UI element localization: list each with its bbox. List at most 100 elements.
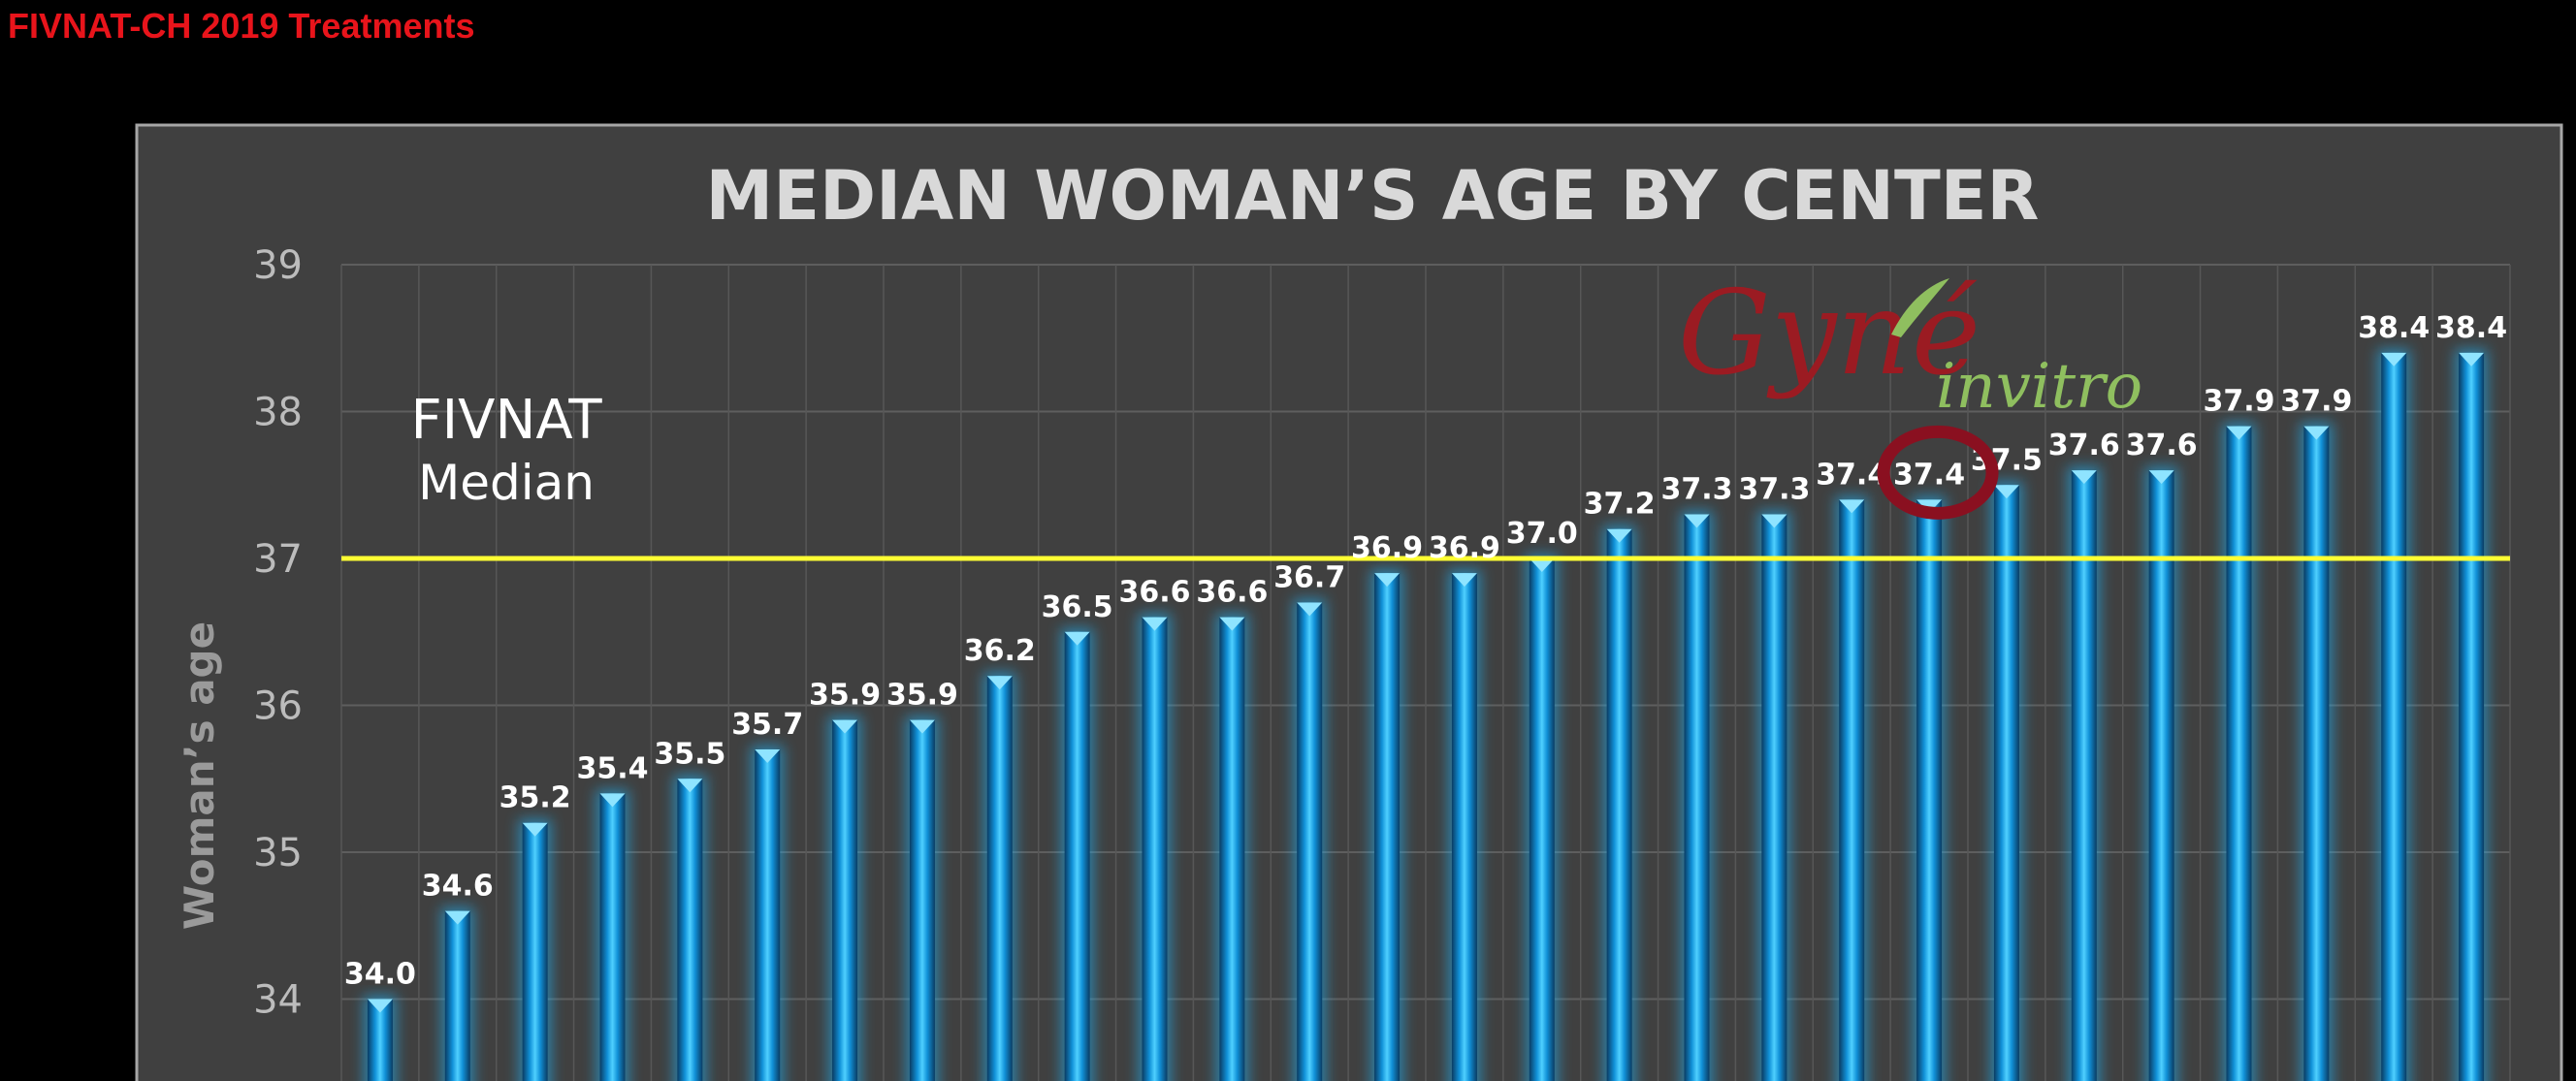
data-label: 34.0: [344, 958, 416, 992]
data-label: 38.4: [2358, 311, 2430, 345]
bar-cap: [1219, 617, 1245, 631]
bar-cap: [677, 779, 703, 793]
data-label: 36.7: [1273, 560, 1345, 594]
bar: [1993, 485, 2019, 1081]
data-label: 35.9: [809, 679, 881, 713]
bar: [1297, 602, 1323, 1081]
bar-cap: [444, 910, 470, 925]
bar-cap: [1064, 631, 1090, 646]
data-labels: 34.034.635.235.4 35.535.735.9 35.936.236.5…: [344, 311, 2507, 992]
bar: [2381, 352, 2407, 1081]
data-label: 36.6: [1196, 576, 1268, 610]
bar-cap: [2459, 352, 2485, 366]
bars: [363, 348, 2489, 1081]
bar-cap: [1374, 573, 1401, 588]
data-label: 36.9: [1351, 531, 1423, 565]
bar: [909, 719, 935, 1081]
bar-cap: [986, 676, 1013, 690]
bar-cap: [1142, 617, 1168, 631]
data-label: 37.9: [2203, 385, 2274, 419]
bar-cap: [909, 719, 935, 734]
bar-cap: [2381, 352, 2407, 366]
y-axis-label: Woman’s age: [176, 621, 223, 930]
bar: [755, 748, 781, 1081]
bar: [599, 793, 626, 1081]
data-label: 37.9: [2280, 385, 2352, 419]
chart-panel: [135, 123, 2563, 1081]
bar: [1219, 617, 1245, 1081]
data-label: 36.9: [1429, 531, 1500, 565]
bar: [1064, 631, 1090, 1081]
bar-cap: [2148, 470, 2174, 485]
data-label: 37.0: [1506, 517, 1578, 551]
bar: [2303, 426, 2330, 1081]
data-label: 38.4: [2435, 311, 2507, 345]
y-tick-label: 39: [253, 243, 303, 288]
logo-invitro: invitro: [1936, 351, 2142, 423]
data-label: 37.4: [1816, 458, 1887, 492]
data-label: 37.6: [2048, 429, 2120, 462]
bar-cap: [1297, 602, 1323, 617]
y-tick-label: 34: [253, 978, 303, 1023]
bar-cap: [2303, 426, 2330, 440]
bar-cap: [599, 793, 626, 808]
highlight-group: [1877, 278, 1999, 520]
bar: [1374, 573, 1401, 1081]
bar: [1529, 558, 1555, 1081]
bar: [522, 822, 548, 1081]
gyne-invitro-logo: Gyné invitro: [1678, 267, 2142, 423]
bar-cap: [2071, 470, 2097, 485]
data-label: 37.4: [1893, 458, 1965, 492]
annotation-fivnat: FIVNAT: [410, 389, 602, 452]
bar: [1916, 499, 1943, 1081]
y-tick-label: 35: [253, 831, 303, 875]
bar: [832, 719, 858, 1081]
bar: [2459, 352, 2485, 1081]
bar-cap: [1839, 499, 1865, 514]
highlight-ring: [1877, 425, 1999, 520]
bar-cap: [367, 999, 393, 1013]
bar: [2148, 470, 2174, 1081]
data-label: 35.9: [886, 679, 958, 713]
data-label: 37.3: [1738, 473, 1810, 507]
data-label: 35.5: [654, 737, 725, 771]
data-label: 35.7: [731, 708, 803, 742]
bar: [986, 676, 1013, 1081]
data-label: 35.4: [576, 751, 648, 785]
bar: [1839, 499, 1865, 1081]
slide-title: FIVNAT-CH 2019 Treatments: [8, 6, 475, 46]
bar: [2226, 426, 2252, 1081]
data-label: 34.6: [422, 870, 494, 904]
bar-cap: [1993, 485, 2019, 499]
bar: [1142, 617, 1168, 1081]
bar-cap: [1529, 558, 1555, 572]
annotation-median: Median: [418, 455, 595, 511]
bar: [1451, 573, 1477, 1081]
data-label: 37.6: [2126, 429, 2198, 462]
data-label: 36.2: [964, 634, 1036, 668]
bar-cap: [2226, 426, 2252, 440]
logo-accent: [1891, 278, 1949, 337]
data-label: 36.6: [1118, 576, 1190, 610]
bar-cap: [1606, 528, 1632, 543]
bar: [1606, 528, 1632, 1081]
bar-cap: [1451, 573, 1477, 588]
y-tick-label: 36: [253, 684, 303, 729]
chart-title: MEDIAN WOMAN’S AGE BY CENTER: [706, 156, 2040, 236]
bar: [1684, 514, 1710, 1081]
bar: [444, 910, 470, 1081]
bar: [367, 999, 393, 1081]
bar-cap: [832, 719, 858, 734]
bar-cap: [1761, 514, 1787, 528]
bar-cap: [755, 748, 781, 763]
bar: [2071, 470, 2097, 1081]
bar: [677, 779, 703, 1081]
data-label: 37.3: [1660, 473, 1732, 507]
y-tick-label: 38: [253, 391, 303, 435]
data-label: 35.2: [499, 781, 571, 815]
y-axis-ticks: 39 38 37 36 35 34: [253, 243, 303, 1023]
bar-cap: [1684, 514, 1710, 528]
data-label: 36.5: [1042, 590, 1113, 624]
y-tick-label: 37: [253, 537, 303, 582]
